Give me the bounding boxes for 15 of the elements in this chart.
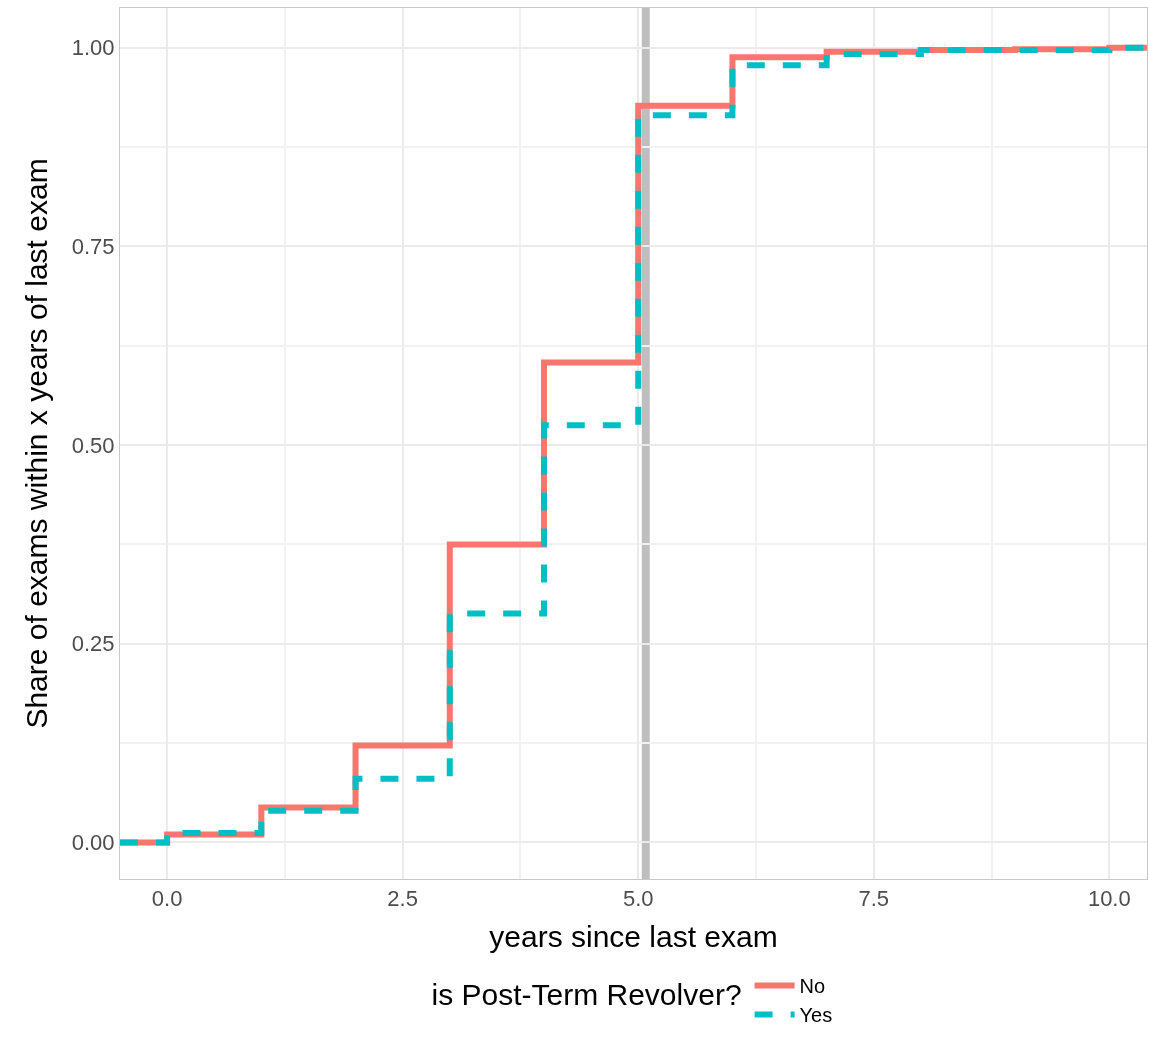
legend-title: is Post-Term Revolver? [431, 978, 742, 1012]
x-tick-label: 10.0 [1087, 886, 1131, 912]
x-axis-title: years since last exam [489, 919, 778, 953]
y-tick-label: 1.00 [71, 35, 115, 61]
legend-label: Yes [799, 1004, 833, 1027]
y-tick-label: 0.25 [71, 631, 115, 657]
x-tick-label: 0.0 [151, 886, 183, 912]
legend-label: No [799, 975, 826, 998]
x-tick-label: 2.5 [387, 886, 418, 912]
y-tick-label: 0.75 [71, 234, 115, 260]
x-tick-label: 7.5 [858, 886, 890, 912]
y-tick-label: 0.50 [71, 432, 115, 458]
y-tick-label: 0.00 [71, 830, 115, 856]
y-axis-title: Share of exams within x years of last exam [19, 158, 53, 729]
x-tick-label: 5.0 [622, 886, 654, 912]
